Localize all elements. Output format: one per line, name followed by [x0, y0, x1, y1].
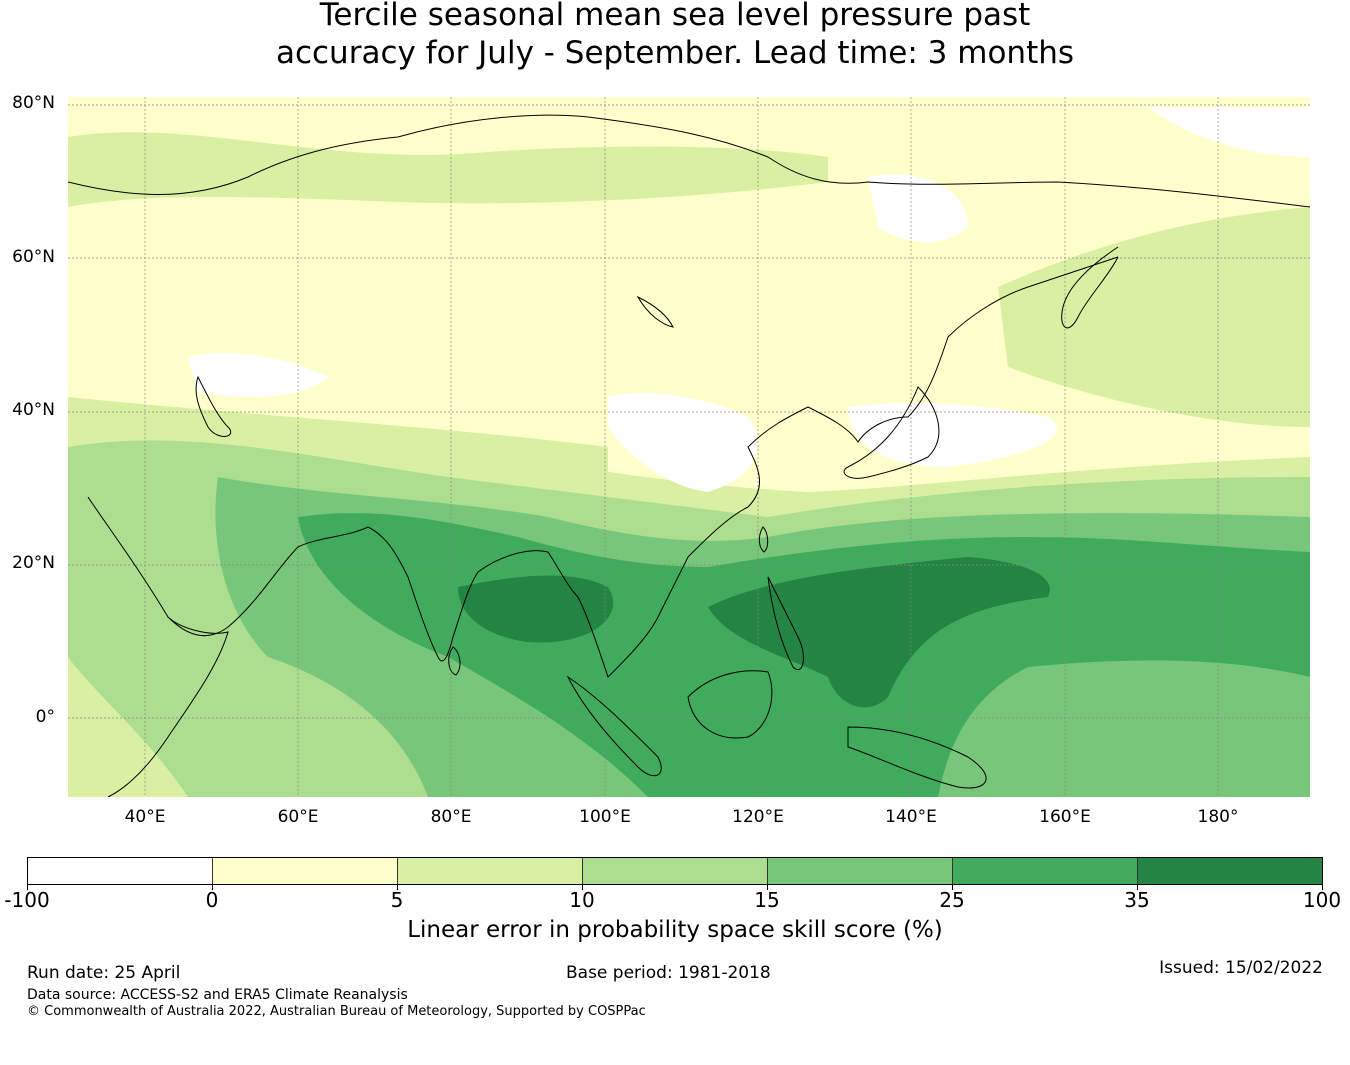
coast-new-guinea: [847, 726, 987, 789]
skill-field: [68, 107, 1310, 797]
lat-label-0: 0°: [35, 707, 55, 727]
chart-title: Tercile seasonal mean sea level pressure…: [0, 0, 1350, 72]
coast-indochina: [577, 506, 749, 678]
copyright: © Commonwealth of Australia 2022, Austra…: [27, 1004, 646, 1019]
colorbar-label: Linear error in probability space skill …: [407, 917, 943, 943]
colorbar-tick-15: 15: [754, 888, 780, 912]
colorbar-tick-25: 25: [939, 888, 965, 912]
zone-5-10-arctic: [68, 132, 828, 207]
lat-label-60n: 60°N: [12, 247, 55, 267]
run-date: Run date: 25 April: [27, 963, 181, 983]
coast-bay-bengal: [477, 550, 579, 598]
colorbar-tick-35: 35: [1124, 888, 1150, 912]
lon-label-100e: 100°E: [579, 807, 631, 827]
lon-label-160e: 160°E: [1039, 807, 1091, 827]
colorbar-segment-10-15: [583, 858, 768, 884]
data-source: Data source: ACCESS-S2 and ERA5 Climate …: [27, 987, 408, 1003]
coast-india: [367, 526, 479, 662]
colorbar-tick-100: 100: [1302, 888, 1342, 912]
lat-label-20n: 20°N: [12, 553, 55, 573]
base-period: Base period: 1981-2018: [566, 963, 771, 983]
colorbar-tick-mark: [27, 885, 28, 890]
zone-5-10-pacific-north: [998, 207, 1310, 427]
skill-score-map: [68, 97, 1310, 797]
colorbar-segment-5-10: [398, 858, 583, 884]
coast-philippines: [767, 576, 804, 670]
colorbar-segment-35-100: [1138, 858, 1322, 884]
coast-sumatra: [566, 675, 662, 777]
coastlines: [68, 114, 1310, 797]
colorbar-tick-mark: [1322, 885, 1323, 890]
lon-label-80e: 80°E: [430, 807, 472, 827]
lon-label-140e: 140°E: [885, 807, 937, 827]
lon-label-40e: 40°E: [124, 807, 166, 827]
colorbar-tick-10: 10: [569, 888, 595, 912]
gridlines: [68, 97, 1310, 797]
colorbar-tick-mark: [582, 885, 583, 890]
zone-neg-arctic-east: [1148, 107, 1310, 157]
zone-35-100-philippine-sea: [708, 557, 1050, 708]
lat-label-80n: 80°N: [12, 93, 55, 113]
colorbar-tick-5: 5: [390, 888, 404, 912]
colorbar-segment-15-25: [768, 858, 953, 884]
colorbar-segment-neg100-0: [28, 858, 213, 884]
colorbar: [27, 857, 1323, 885]
colorbar-tick-neg100: -100: [4, 888, 50, 912]
lon-label-60e: 60°E: [277, 807, 319, 827]
colorbar-tick-mark: [397, 885, 398, 890]
coast-borneo: [687, 670, 773, 739]
zone-neg-caspian: [188, 353, 328, 397]
coast-okhotsk: [907, 256, 1119, 418]
colorbar-tick-mark: [212, 885, 213, 890]
coast-taiwan: [758, 526, 769, 553]
coast-baikal: [636, 295, 674, 328]
zone-neg-siberia: [868, 174, 968, 242]
colorbar-tick-0: 0: [205, 888, 219, 912]
coast-africa-horn: [107, 616, 229, 797]
lat-label-40n: 40°N: [12, 400, 55, 420]
coast-japan: [843, 386, 940, 479]
zone-neg-north-pacific: [848, 402, 1057, 467]
coast-sri-lanka: [448, 646, 461, 676]
coast-caspian: [195, 375, 231, 437]
issued-date: Issued: 15/02/2022: [1159, 958, 1323, 978]
colorbar-segment-0-5: [213, 858, 398, 884]
colorbar-segment-25-35: [953, 858, 1138, 884]
lon-label-180: 180°: [1197, 807, 1239, 827]
colorbar-tick-mark: [952, 885, 953, 890]
zone-neg-east-china: [608, 393, 758, 492]
colorbar-tick-mark: [1137, 885, 1138, 890]
title-line-1: Tercile seasonal mean sea level pressure…: [319, 0, 1031, 33]
coast-red-sea-arabia: [87, 496, 369, 637]
coast-arctic: [68, 114, 1310, 208]
coast-kamchatka: [1061, 246, 1119, 329]
coast-china-korea: [747, 406, 909, 508]
lon-label-120e: 120°E: [732, 807, 784, 827]
colorbar-tick-mark: [767, 885, 768, 890]
title-line-2: accuracy for July - September. Lead time…: [275, 35, 1075, 71]
